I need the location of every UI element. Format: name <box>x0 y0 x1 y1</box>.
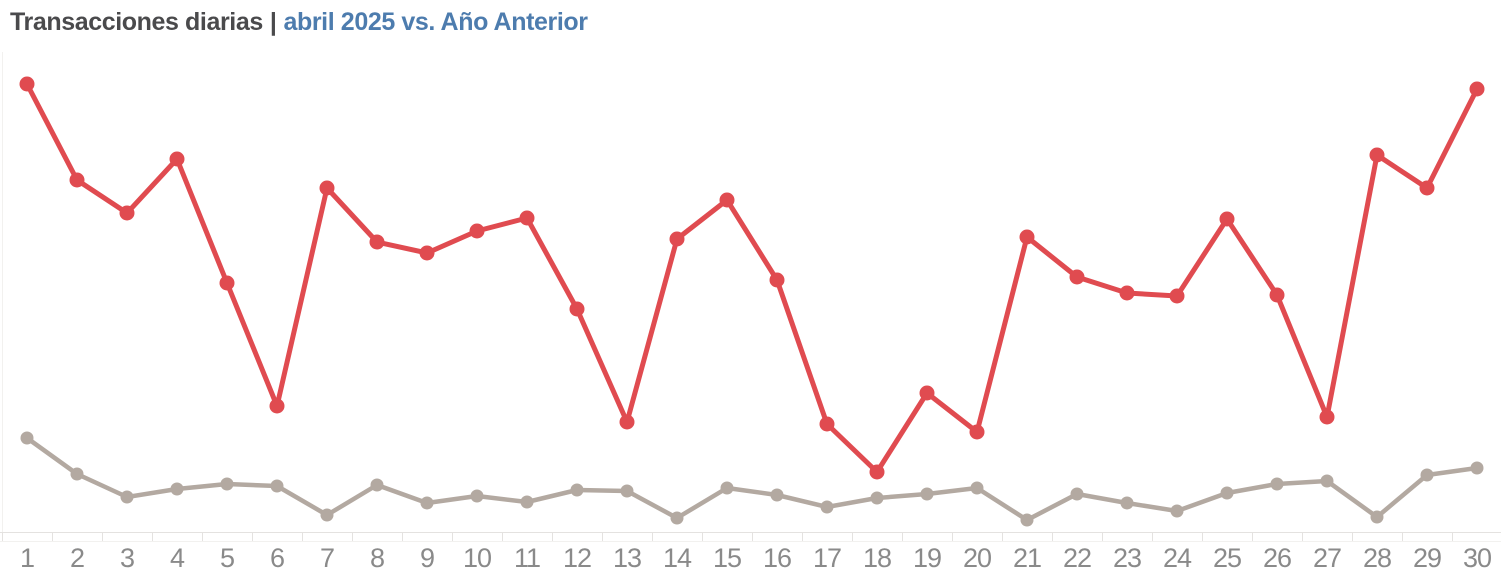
data-point-ano-anterior-d26[interactable] <box>1270 477 1284 491</box>
x-tick-label-12: 12 <box>563 543 591 573</box>
data-point-abril-2025-d17[interactable] <box>819 416 835 432</box>
data-point-ano-anterior-d1[interactable] <box>20 431 34 445</box>
x-tick-label-1: 1 <box>20 543 34 573</box>
data-point-ano-anterior-d29[interactable] <box>1420 468 1434 482</box>
title-subtitle: abril 2025 vs. Año Anterior <box>283 8 588 36</box>
data-point-ano-anterior-d22[interactable] <box>1070 487 1084 501</box>
data-point-abril-2025-d7[interactable] <box>319 180 335 196</box>
data-point-abril-2025-d10[interactable] <box>469 223 485 239</box>
x-tick-label-25: 25 <box>1213 543 1241 573</box>
data-point-ano-anterior-d9[interactable] <box>420 496 434 510</box>
data-point-ano-anterior-d27[interactable] <box>1320 474 1334 488</box>
x-tick-label-21: 21 <box>1013 543 1041 573</box>
x-tick-label-8: 8 <box>370 543 384 573</box>
x-tick-label-14: 14 <box>663 543 692 573</box>
data-point-ano-anterior-d19[interactable] <box>920 487 934 501</box>
x-tick-label-11: 11 <box>514 543 540 573</box>
x-tick-label-3: 3 <box>120 543 134 573</box>
data-point-ano-anterior-d28[interactable] <box>1370 510 1384 524</box>
data-point-ano-anterior-d3[interactable] <box>120 490 134 504</box>
x-tick-label-27: 27 <box>1313 543 1341 573</box>
data-point-ano-anterior-d10[interactable] <box>470 489 484 503</box>
x-tick-label-20: 20 <box>963 543 991 573</box>
page-title: Transacciones diarias | abril 2025 vs. Año… <box>10 7 588 37</box>
x-tick-label-13: 13 <box>613 543 641 573</box>
data-point-abril-2025-d18[interactable] <box>869 464 885 480</box>
data-point-abril-2025-d30[interactable] <box>1469 81 1485 97</box>
data-point-abril-2025-d19[interactable] <box>919 385 935 401</box>
x-tick-label-10: 10 <box>463 543 491 573</box>
data-point-ano-anterior-d8[interactable] <box>370 478 384 492</box>
data-point-abril-2025-d8[interactable] <box>369 234 385 250</box>
x-tick-label-19: 19 <box>913 543 941 573</box>
data-point-abril-2025-d14[interactable] <box>669 231 685 247</box>
x-tick-label-5: 5 <box>220 543 234 573</box>
data-point-abril-2025-d28[interactable] <box>1369 147 1385 163</box>
data-point-abril-2025-d20[interactable] <box>969 424 985 440</box>
x-tick-label-30: 30 <box>1463 543 1491 573</box>
data-point-ano-anterior-d16[interactable] <box>770 488 784 502</box>
title-main: Transacciones diarias <box>10 8 263 36</box>
data-point-abril-2025-d29[interactable] <box>1419 180 1435 196</box>
data-point-abril-2025-d27[interactable] <box>1319 409 1335 425</box>
x-tick-label-26: 26 <box>1263 543 1291 573</box>
data-point-abril-2025-d4[interactable] <box>169 151 185 167</box>
data-point-ano-anterior-d15[interactable] <box>720 481 734 495</box>
data-point-abril-2025-d24[interactable] <box>1169 288 1185 304</box>
data-point-ano-anterior-d25[interactable] <box>1220 486 1234 500</box>
data-point-abril-2025-d6[interactable] <box>269 398 285 414</box>
data-point-abril-2025-d16[interactable] <box>769 272 785 288</box>
x-tick-label-9: 9 <box>420 543 434 573</box>
data-point-abril-2025-d26[interactable] <box>1269 287 1285 303</box>
series-line-abril-2025[interactable] <box>24 81 1480 475</box>
x-tick-label-15: 15 <box>713 543 741 573</box>
x-tick-label-16: 16 <box>763 543 791 573</box>
x-tick-label-23: 23 <box>1113 543 1141 573</box>
data-point-ano-anterior-d14[interactable] <box>670 511 684 525</box>
data-point-abril-2025-d25[interactable] <box>1219 211 1235 227</box>
data-point-ano-anterior-d11[interactable] <box>520 495 534 509</box>
data-point-ano-anterior-d24[interactable] <box>1170 504 1184 518</box>
data-point-abril-2025-d3[interactable] <box>119 205 135 221</box>
data-point-ano-anterior-d21[interactable] <box>1020 513 1034 527</box>
x-tick-label-28: 28 <box>1363 543 1391 573</box>
x-tick-label-22: 22 <box>1063 543 1091 573</box>
data-point-abril-2025-d12[interactable] <box>569 301 585 317</box>
data-point-abril-2025-d5[interactable] <box>219 275 235 291</box>
data-point-abril-2025-d11[interactable] <box>519 210 535 226</box>
data-point-abril-2025-d22[interactable] <box>1069 269 1085 285</box>
x-tick-label-2: 2 <box>70 543 84 573</box>
data-point-ano-anterior-d20[interactable] <box>970 481 984 495</box>
data-point-abril-2025-d15[interactable] <box>719 192 735 208</box>
data-point-abril-2025-d9[interactable] <box>419 245 435 261</box>
data-point-ano-anterior-d18[interactable] <box>870 491 884 505</box>
data-point-ano-anterior-d2[interactable] <box>70 467 84 481</box>
title-separator: | <box>269 8 277 36</box>
data-point-ano-anterior-d5[interactable] <box>220 477 234 491</box>
data-point-abril-2025-d21[interactable] <box>1019 229 1035 245</box>
x-tick-label-7: 7 <box>320 543 334 573</box>
data-point-ano-anterior-d30[interactable] <box>1470 461 1484 475</box>
x-tick-label-4: 4 <box>170 543 185 573</box>
data-point-ano-anterior-d12[interactable] <box>570 483 584 497</box>
data-point-ano-anterior-d17[interactable] <box>820 500 834 514</box>
data-point-ano-anterior-d7[interactable] <box>320 508 334 522</box>
data-point-ano-anterior-d13[interactable] <box>620 484 634 498</box>
data-point-abril-2025-d23[interactable] <box>1119 285 1135 301</box>
x-tick-label-29: 29 <box>1413 543 1441 573</box>
x-tick-label-24: 24 <box>1163 543 1192 573</box>
x-tick-label-6: 6 <box>270 543 284 573</box>
series-line-ano-anterior[interactable] <box>24 435 1480 523</box>
data-point-abril-2025-d1[interactable] <box>19 76 35 92</box>
x-tick-label-17: 17 <box>813 543 841 573</box>
data-point-ano-anterior-d23[interactable] <box>1120 496 1134 510</box>
data-point-ano-anterior-d6[interactable] <box>270 479 284 493</box>
data-point-abril-2025-d2[interactable] <box>69 172 85 188</box>
data-point-ano-anterior-d4[interactable] <box>170 482 184 496</box>
data-point-abril-2025-d13[interactable] <box>619 414 635 430</box>
x-tick-label-18: 18 <box>863 543 891 573</box>
